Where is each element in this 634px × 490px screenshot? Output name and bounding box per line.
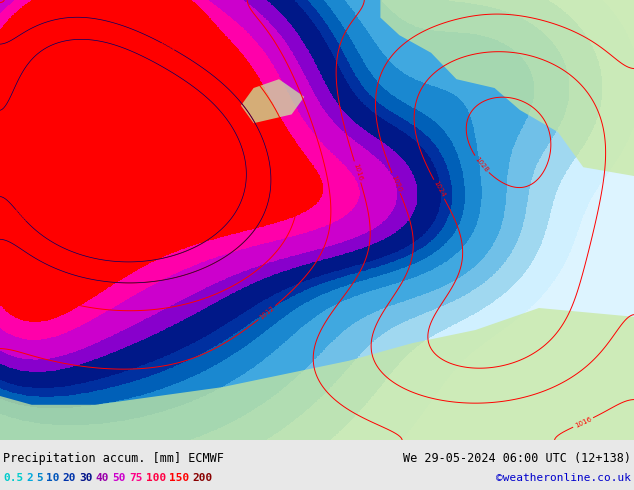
Text: 1024: 1024 — [432, 180, 446, 198]
Text: 75: 75 — [129, 473, 143, 483]
Text: We 29-05-2024 06:00 UTC (12+138): We 29-05-2024 06:00 UTC (12+138) — [403, 452, 631, 465]
Polygon shape — [0, 308, 634, 440]
Text: 100: 100 — [146, 473, 166, 483]
Text: 1000: 1000 — [12, 206, 29, 223]
Text: 1016: 1016 — [352, 162, 363, 181]
Text: 1012: 1012 — [258, 305, 276, 321]
Text: 996: 996 — [149, 79, 164, 91]
Text: 40: 40 — [96, 473, 109, 483]
Text: 150: 150 — [169, 473, 190, 483]
Text: 10: 10 — [46, 473, 60, 483]
Polygon shape — [241, 79, 304, 123]
Text: 2: 2 — [27, 473, 33, 483]
Polygon shape — [380, 0, 634, 176]
Text: Precipitation accum. [mm] ECMWF: Precipitation accum. [mm] ECMWF — [3, 452, 224, 465]
Text: 30: 30 — [79, 473, 93, 483]
Text: 1004: 1004 — [158, 39, 176, 52]
Text: 1028: 1028 — [474, 156, 489, 173]
Text: 20: 20 — [63, 473, 76, 483]
Text: 1020: 1020 — [390, 173, 402, 193]
Text: ©weatheronline.co.uk: ©weatheronline.co.uk — [496, 473, 631, 483]
Text: 5: 5 — [36, 473, 43, 483]
Text: 200: 200 — [192, 473, 212, 483]
Text: 1016: 1016 — [574, 416, 593, 429]
Text: 50: 50 — [112, 473, 126, 483]
Text: 1008: 1008 — [163, 13, 182, 26]
Text: 0.5: 0.5 — [3, 473, 23, 483]
